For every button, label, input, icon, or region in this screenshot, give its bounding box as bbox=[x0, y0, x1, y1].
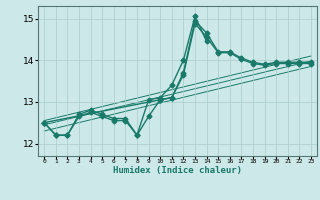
X-axis label: Humidex (Indice chaleur): Humidex (Indice chaleur) bbox=[113, 166, 242, 175]
